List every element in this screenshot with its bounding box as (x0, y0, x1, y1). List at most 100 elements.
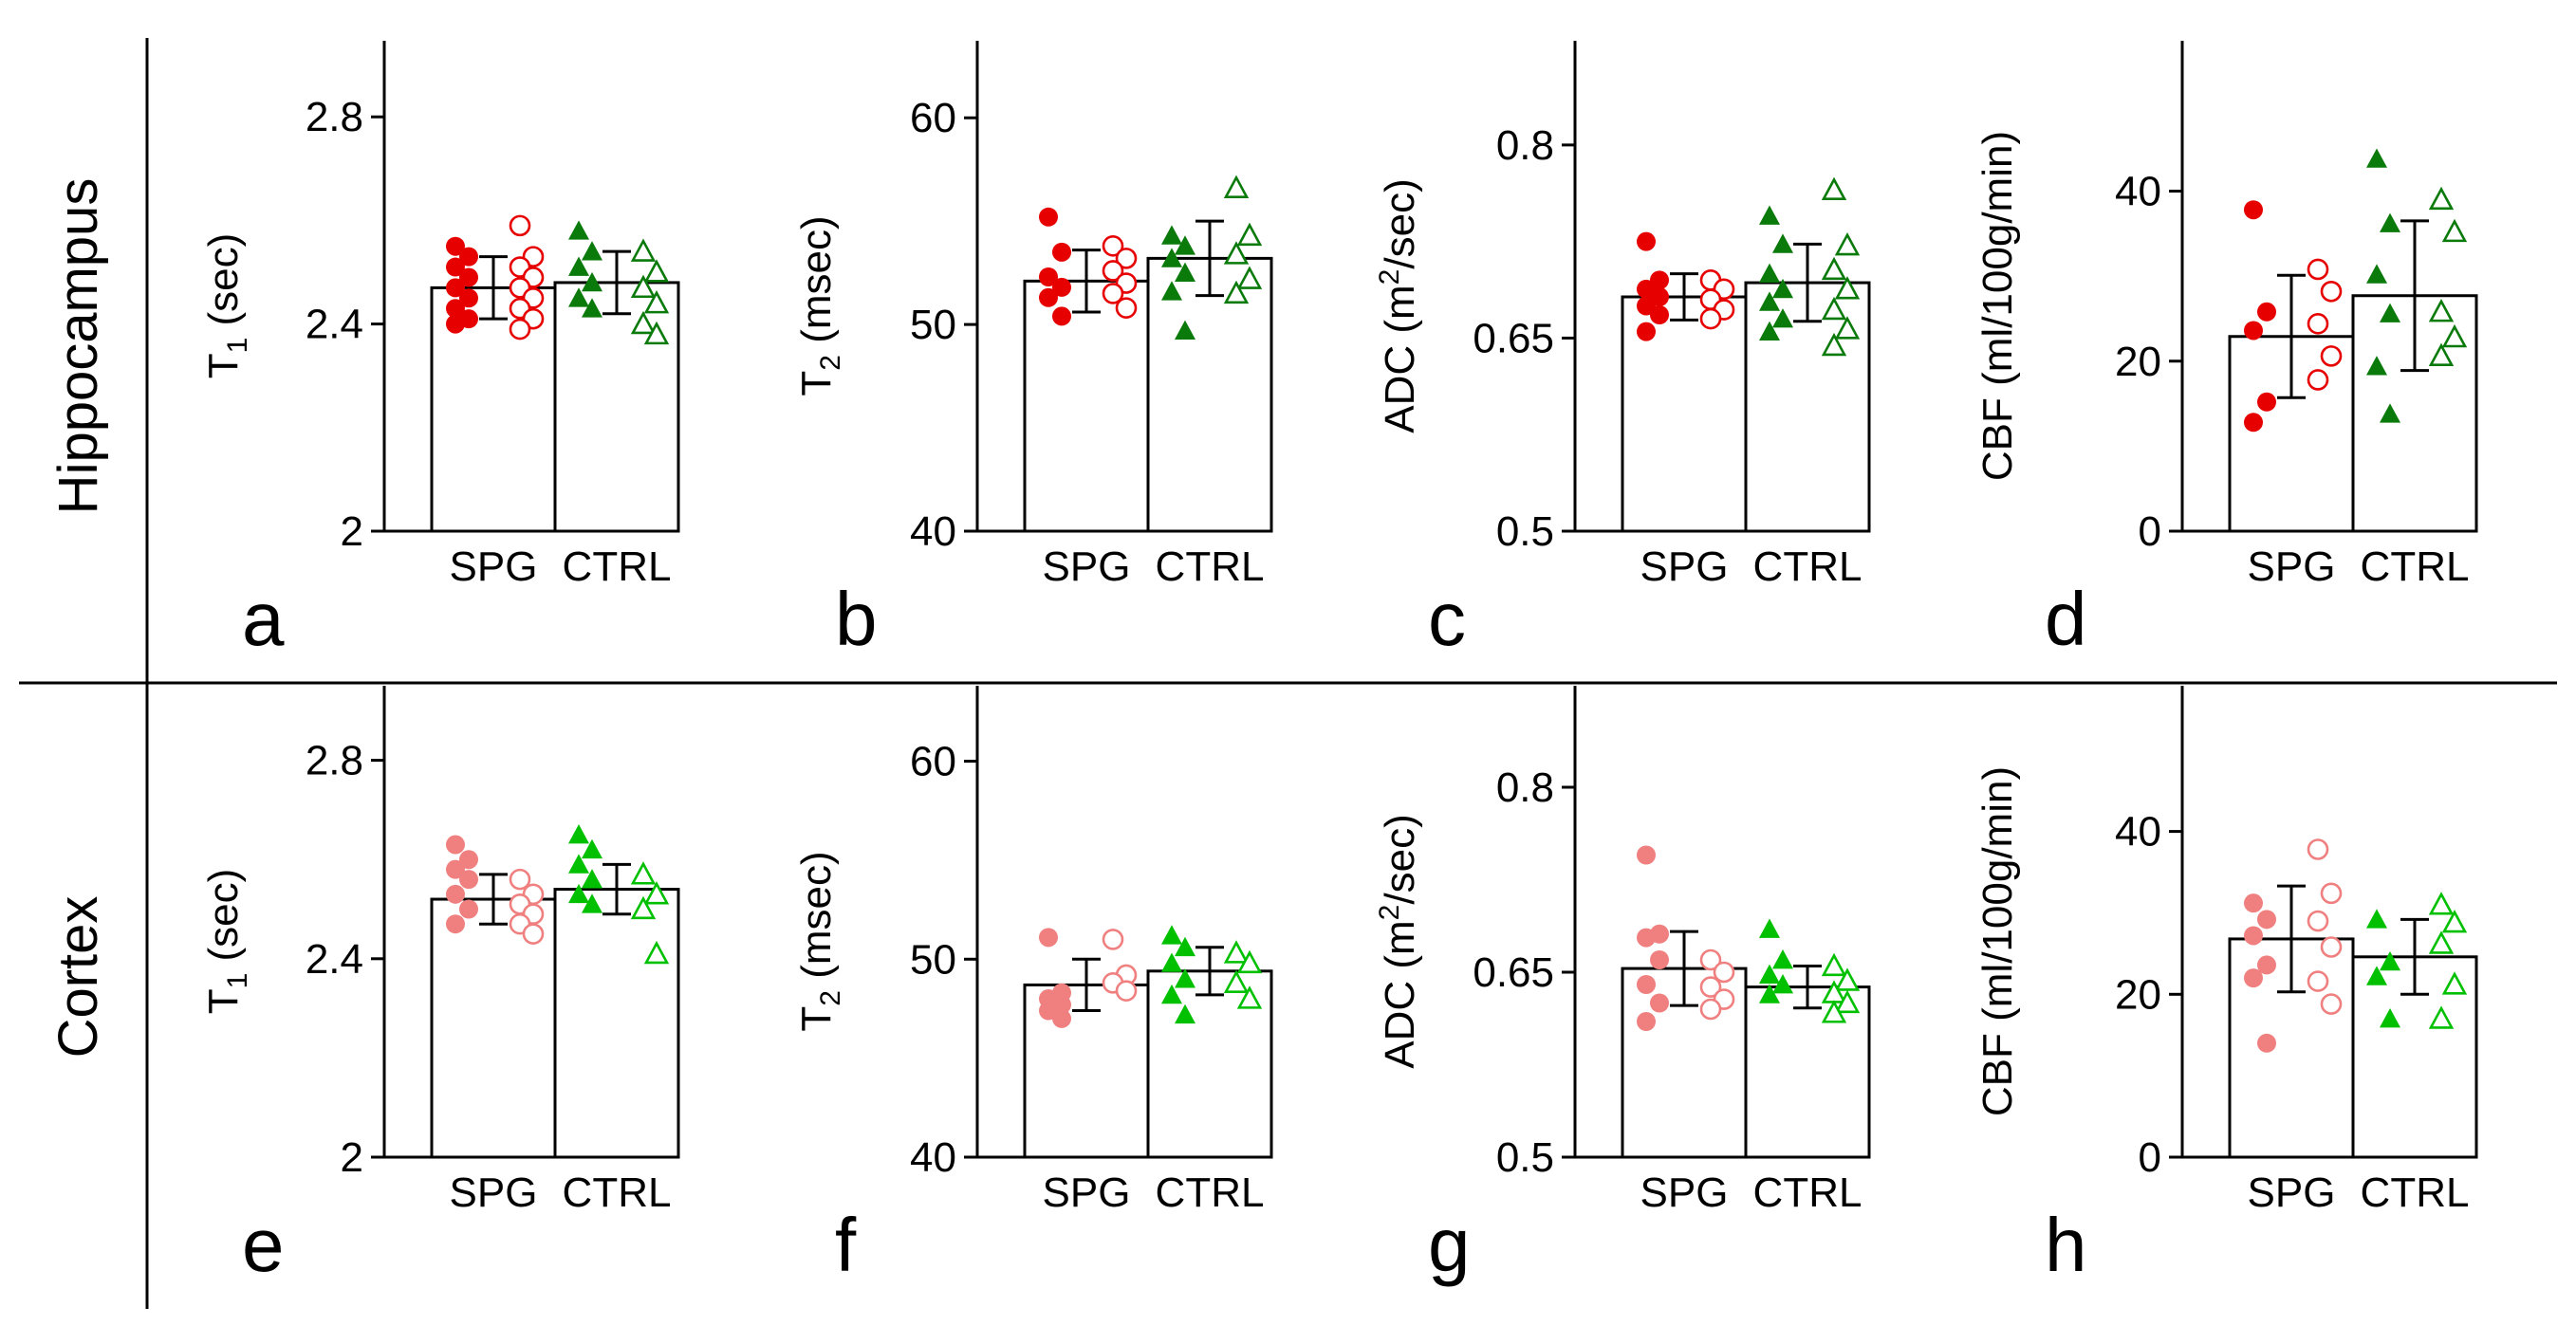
data-point-ctrl-injured (1161, 281, 1182, 301)
points-ctrl-contra (2428, 892, 2468, 1029)
row-label-hippocampus: Hippocampus (47, 178, 109, 515)
data-point-ctrl-contra (1223, 241, 1250, 265)
data-point-ctrl-injured (1772, 949, 1793, 969)
data-point-spg-injured (1650, 270, 1669, 290)
y-axis-label-superscript: 2 (1374, 905, 1405, 921)
category-label-ctrl: CTRL (2361, 543, 2470, 590)
panel-letter: e (242, 1203, 285, 1287)
panel-h: 0 20 40 CBF (ml/100g/min) SPG CTRL h (1974, 686, 2478, 1287)
points-spg-injured (446, 236, 478, 334)
y-axis-label-main: T (793, 1006, 840, 1032)
data-point-spg-injured (1039, 207, 1058, 227)
data-point-spg-injured (1052, 1008, 1071, 1028)
data-point-ctrl-contra (630, 861, 657, 885)
data-point-ctrl-contra (2428, 1005, 2455, 1029)
data-point-ctrl-contra (1821, 296, 1847, 321)
data-point-ctrl-contra (2441, 323, 2468, 348)
data-point-ctrl-injured (568, 883, 589, 904)
data-point-spg-injured (446, 914, 465, 934)
data-point-ctrl-injured (2366, 966, 2387, 985)
points-spg-contra (1102, 235, 1138, 319)
category-label-ctrl: CTRL (563, 543, 672, 590)
points-ctrl-injured (1161, 925, 1195, 1024)
data-point-spg-contra (1102, 929, 1124, 950)
y-tick-label: 2 (341, 508, 363, 555)
data-point-ctrl-injured (1161, 952, 1182, 972)
data-point-ctrl-injured (1759, 205, 1780, 225)
error-bar-ctrl (1195, 946, 1224, 997)
error-bar-ctrl (1793, 965, 1822, 1010)
data-point-spg-injured (1637, 322, 1656, 341)
points-ctrl-contra (630, 238, 670, 345)
data-point-ctrl-contra (1236, 985, 1263, 1009)
data-point-spg-injured (1039, 928, 1058, 948)
y-tick-label: 0 (2139, 1134, 2161, 1181)
data-point-ctrl-contra (2441, 910, 2468, 933)
y-tick-label: 0.8 (1496, 764, 1554, 811)
data-point-ctrl-contra (643, 290, 670, 314)
panel-e: 2 2.4 2.8 T1 (sec) SPG CTRL e (200, 686, 680, 1287)
data-point-ctrl-contra (643, 881, 670, 905)
data-point-spg-injured (2257, 910, 2276, 930)
data-point-spg-contra (2307, 313, 2329, 335)
data-point-spg-contra (2307, 369, 2329, 391)
y-tick-label: 0.8 (1496, 122, 1554, 169)
data-point-spg-injured (1637, 296, 1656, 316)
data-point-ctrl-injured (1759, 263, 1780, 283)
y-axis-label-superscript: 2 (1374, 269, 1405, 285)
data-point-spg-injured (2257, 1033, 2276, 1053)
y-tick-label: 60 (910, 739, 956, 785)
y-axis-label-main: T (200, 353, 247, 378)
panel-c: 0.5 0.65 0.8 ADC (m2/sec) SPG CTRL c (1374, 41, 1871, 661)
data-point-spg-injured (459, 870, 478, 890)
category-label-ctrl: CTRL (2361, 1169, 2470, 1216)
panel-f: 40 50 60 T2 (msec) SPG CTRL f (793, 686, 1273, 1287)
y-axis-label: CBF (ml/100g/min) (1974, 131, 2021, 481)
data-point-ctrl-contra (630, 274, 657, 299)
data-point-ctrl-contra (1236, 266, 1263, 289)
points-ctrl-contra (630, 861, 670, 965)
points-spg-contra (1102, 929, 1138, 1002)
data-point-ctrl-contra (1223, 940, 1250, 964)
data-point-spg-contra (509, 214, 531, 237)
data-point-ctrl-injured (582, 838, 602, 859)
y-tick-label: 0.65 (1473, 949, 1554, 996)
points-ctrl-injured (568, 220, 602, 318)
error-bar-ctrl (2400, 917, 2429, 996)
data-point-ctrl-injured (1161, 984, 1182, 1004)
data-point-ctrl-injured (1161, 248, 1182, 267)
data-point-ctrl-contra (1834, 231, 1861, 256)
y-tick-label: 50 (910, 936, 956, 983)
points-ctrl-injured (2366, 148, 2400, 423)
points-ctrl-injured (2366, 909, 2400, 1028)
data-point-ctrl-injured (1772, 308, 1793, 328)
panel-letter: a (242, 577, 285, 661)
error-bar-spg (1670, 272, 1698, 322)
data-point-spg-injured (446, 884, 465, 904)
points-spg-contra (1699, 269, 1735, 330)
data-point-ctrl-contra (1223, 969, 1250, 993)
y-axis-label-main: CBF (ml/100g/min) (1974, 131, 2021, 481)
row-label-cortex: Cortex (47, 896, 109, 1059)
points-ctrl-contra (1223, 175, 1263, 304)
panel-a: 2 2.4 2.8 T1 (sec) SPG CTRL a (200, 41, 680, 661)
data-point-spg-injured (446, 314, 465, 334)
data-point-ctrl-injured (1175, 262, 1195, 282)
data-point-ctrl-contra (2428, 186, 2455, 211)
data-point-spg-contra (522, 923, 545, 945)
category-label-ctrl: CTRL (1753, 1169, 1863, 1216)
y-axis-label-rest: (msec) (793, 215, 840, 355)
y-tick-label: 50 (910, 302, 956, 348)
data-point-spg-injured (446, 835, 465, 855)
data-point-ctrl-injured (2366, 148, 2387, 168)
error-bar-spg (1670, 930, 1698, 1007)
data-point-spg-contra (1699, 998, 1722, 1021)
category-label-ctrl: CTRL (1156, 1169, 1265, 1216)
points-ctrl-contra (1821, 952, 1861, 1023)
data-point-spg-contra (2320, 345, 2343, 367)
y-tick-label: 20 (2115, 971, 2161, 1018)
error-bar-ctrl (1195, 219, 1224, 298)
data-point-spg-injured (2257, 302, 2276, 322)
data-point-ctrl-contra (630, 310, 657, 335)
data-point-ctrl-contra (1821, 332, 1847, 357)
